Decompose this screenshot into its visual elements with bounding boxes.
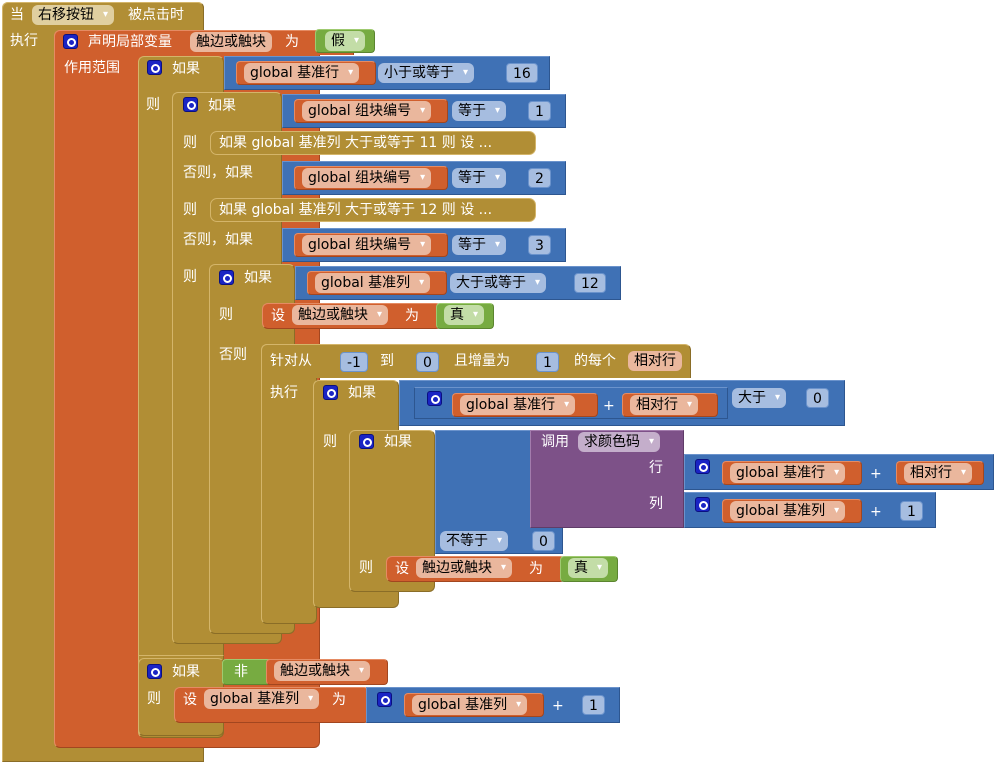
number-field[interactable]: 1 [900,501,923,521]
to-field[interactable]: 0 [416,352,439,372]
gear-icon[interactable] [63,34,78,49]
var-dropdown[interactable]: global 组块编号 [302,101,432,121]
gear-icon[interactable] [695,459,710,474]
event-when-label: 当 [10,7,24,23]
gear-icon[interactable] [427,391,442,406]
plus-label: + [552,698,564,714]
plus-label: + [603,398,615,414]
gear-icon[interactable] [147,664,162,679]
for-do-label: 执行 [270,385,298,401]
var-dropdown[interactable]: global 基准列 [204,689,320,709]
then-label: 则 [219,307,233,323]
plus-label: + [870,466,882,482]
op-dropdown[interactable]: 不等于 [440,531,508,551]
row-label: 行 [649,460,663,476]
gear-icon[interactable] [695,497,710,512]
number-field[interactable]: 0 [806,388,829,408]
var-dropdown[interactable]: global 基准行 [460,395,576,415]
if5-label: 如果 [384,434,412,450]
op-dropdown[interactable]: 大于或等于 [450,273,546,293]
set-label: 设 [395,561,409,577]
if1-then-label: 则 [146,97,160,113]
if3-label: 如果 [244,270,272,286]
var-dropdown[interactable]: global 基准行 [730,463,846,483]
if4-label: 如果 [348,385,376,401]
op-dropdown[interactable]: 小于或等于 [378,63,474,83]
number-field[interactable]: 3 [528,235,551,255]
var-dropdown[interactable]: global 基准列 [315,273,431,293]
then-label: 则 [183,135,197,151]
then-label: 则 [183,202,197,218]
if1-label: 如果 [172,61,200,77]
component-dropdown[interactable]: 右移按钮 [32,5,114,25]
elseif-label: 否则，如果 [183,232,253,248]
local-var-name-field[interactable]: 触边或触块 [190,32,272,52]
collapsed-block[interactable]: 如果 global 基准列 大于或等于 11 则 设 ... [210,131,536,155]
var-dropdown[interactable]: global 组块编号 [302,168,432,188]
elseif-label: 否则，如果 [183,165,253,181]
var-dropdown[interactable]: 触边或触块 [416,558,512,578]
var-dropdown[interactable]: global 基准列 [412,695,528,715]
false-dropdown[interactable]: 假 [325,31,365,51]
from-field[interactable]: -1 [340,352,368,372]
declare-to-label: 为 [285,34,299,50]
true-dropdown[interactable]: 真 [444,305,484,325]
gear-icon[interactable] [377,692,392,707]
to-label: 为 [529,561,543,577]
step-field[interactable]: 1 [536,352,559,372]
else-label: 否则 [219,347,247,363]
procedure-dropdown[interactable]: 求颜色码 [578,432,660,452]
gear-icon[interactable] [219,270,234,285]
number-field[interactable]: 1 [528,101,551,121]
gear-icon[interactable] [323,385,338,400]
number-field[interactable]: 16 [506,63,538,83]
number-field[interactable]: 12 [574,273,606,293]
collapsed-block[interactable]: 如果 global 基准列 大于或等于 12 则 设 ... [210,198,536,222]
op-dropdown[interactable]: 等于 [452,168,506,188]
step-label: 且增量为 [454,353,510,369]
var-dropdown[interactable]: global 基准行 [244,63,360,83]
to-label: 到 [380,353,394,369]
plus-label: + [870,504,882,520]
declare-label: 声明局部变量 [88,34,172,50]
number-field[interactable]: 1 [582,695,605,715]
var-dropdown[interactable]: global 组块编号 [302,235,432,255]
not-label: 非 [234,664,248,680]
var-dropdown[interactable]: 触边或触块 [292,305,388,325]
then-label: 则 [183,269,197,285]
then-label: 则 [359,560,373,576]
event-do-label: 执行 [10,33,38,49]
then-label: 则 [323,434,337,450]
call-label: 调用 [541,434,569,450]
var-dropdown[interactable]: 相对行 [904,463,972,483]
gear-icon[interactable] [183,97,198,112]
col-label: 列 [649,496,663,512]
gear-icon[interactable] [147,60,162,75]
op-dropdown[interactable]: 等于 [452,235,506,255]
for-range-block[interactable] [261,344,317,624]
each-label: 的每个 [574,353,616,369]
number-field[interactable]: 2 [528,168,551,188]
for-label: 针对从 [270,353,312,369]
op-dropdown[interactable]: 大于 [732,388,786,408]
then-label: 则 [147,691,161,707]
to-label: 为 [405,308,419,324]
var-dropdown[interactable]: global 基准列 [730,501,846,521]
to-label: 为 [332,692,346,708]
scope-label: 作用范围 [64,60,120,76]
set-label: 设 [183,692,197,708]
op-dropdown[interactable]: 等于 [452,101,506,121]
event-name-label: 被点击时 [128,7,184,23]
loop-var-field[interactable]: 相对行 [628,351,682,371]
set-label: 设 [271,308,285,324]
not-block[interactable] [222,659,274,685]
var-dropdown[interactable]: 相对行 [630,395,698,415]
number-field[interactable]: 0 [532,531,555,551]
for-range-header [261,344,691,378]
var-dropdown[interactable]: 触边或触块 [274,661,370,681]
true-dropdown[interactable]: 真 [568,558,608,578]
if6-label: 如果 [172,664,200,680]
gear-icon[interactable] [359,434,374,449]
if2-label: 如果 [208,98,236,114]
